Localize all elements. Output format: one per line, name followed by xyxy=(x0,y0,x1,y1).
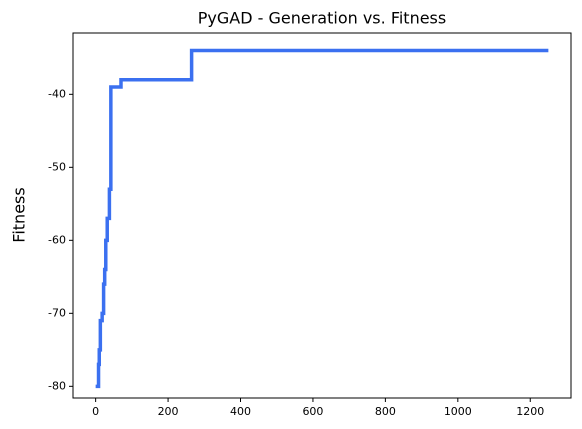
y-tick-label: -60 xyxy=(48,233,66,246)
x-tick-label: 0 xyxy=(92,405,99,418)
x-tick-label: 200 xyxy=(158,405,179,418)
line-series xyxy=(95,48,549,389)
y-tick-label: -40 xyxy=(48,87,66,100)
x-tick-label: 400 xyxy=(230,405,251,418)
y-tick-label: -50 xyxy=(48,160,66,173)
y-tick-label: -80 xyxy=(48,379,66,392)
chart-title: PyGAD - Generation vs. Fitness xyxy=(198,9,446,28)
x-tick-label: 800 xyxy=(375,405,396,418)
y-tick-label: -70 xyxy=(48,306,66,319)
y-axis-label: Fitness xyxy=(10,187,29,242)
x-tick-label: 1000 xyxy=(444,405,472,418)
x-tick-label: 1200 xyxy=(516,405,544,418)
axes-frame xyxy=(72,32,572,399)
x-tick-label: 600 xyxy=(302,405,323,418)
